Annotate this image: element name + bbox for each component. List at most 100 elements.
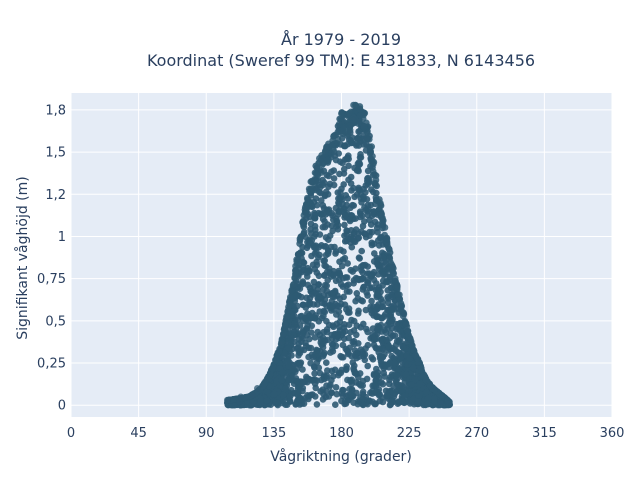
data-point: [321, 257, 329, 264]
data-point: [331, 131, 339, 139]
data-point: [324, 276, 332, 284]
data-point: [408, 381, 416, 388]
data-point: [355, 254, 363, 261]
data-point: [352, 140, 360, 147]
data-point: [296, 396, 304, 403]
data-point: [269, 365, 276, 372]
data-point: [323, 372, 331, 380]
data-point: [368, 354, 375, 361]
data-point: [389, 270, 397, 277]
data-point: [357, 151, 364, 158]
data-point: [318, 314, 326, 322]
data-point: [288, 352, 295, 359]
data-point: [415, 398, 422, 406]
data-point: [312, 312, 320, 319]
data-point: [426, 382, 434, 390]
data-point: [374, 369, 382, 376]
data-point: [354, 135, 362, 142]
data-point: [343, 201, 351, 209]
data-point: [330, 175, 338, 182]
data-point: [320, 351, 328, 358]
data-point: [362, 345, 369, 352]
data-point: [359, 275, 367, 282]
data-point: [351, 115, 359, 123]
data-point: [314, 301, 321, 308]
data-point: [328, 331, 336, 339]
data-point: [369, 188, 377, 196]
data-point: [288, 287, 296, 295]
y-axis-label: Signifikant våghöjd (m): [14, 176, 31, 339]
data-point: [312, 178, 319, 185]
data-point: [345, 281, 352, 289]
data-point: [359, 212, 366, 219]
x-tick-label: 360: [600, 426, 625, 441]
data-point: [309, 291, 316, 298]
data-point: [313, 269, 321, 277]
data-point: [348, 380, 356, 387]
data-point: [310, 278, 318, 286]
data-point: [299, 366, 306, 373]
data-point: [318, 376, 325, 384]
data-point: [299, 278, 307, 285]
data-point: [374, 322, 382, 330]
data-point: [253, 385, 261, 392]
data-point: [410, 364, 417, 372]
data-point: [324, 156, 331, 164]
data-point: [319, 181, 327, 189]
x-tick-label: 315: [532, 426, 557, 441]
data-point: [332, 156, 340, 164]
data-point: [402, 371, 410, 378]
data-point: [340, 387, 347, 394]
data-point: [368, 297, 375, 305]
data-point: [344, 260, 352, 267]
data-point: [279, 391, 287, 399]
data-point: [287, 386, 295, 394]
data-point: [278, 376, 285, 384]
data-point: [380, 369, 388, 377]
data-point: [402, 321, 410, 329]
data-point: [320, 328, 328, 336]
data-point: [407, 335, 414, 343]
data-point: [370, 276, 378, 284]
data-point: [354, 294, 362, 302]
data-point: [305, 318, 312, 325]
data-point: [350, 365, 357, 372]
data-point: [360, 262, 367, 269]
data-point: [395, 365, 403, 373]
data-point: [374, 291, 382, 299]
data-point: [343, 288, 351, 295]
data-point: [287, 398, 294, 405]
data-point: [394, 291, 402, 298]
x-tick-label: 270: [464, 426, 489, 441]
data-point: [341, 238, 349, 245]
data-point: [344, 195, 352, 202]
data-point: [374, 197, 382, 205]
data-point: [311, 364, 318, 372]
data-point: [347, 266, 355, 274]
data-point: [344, 309, 352, 316]
data-point: [399, 312, 407, 320]
data-point: [329, 373, 337, 380]
data-point: [304, 392, 311, 399]
data-point: [369, 152, 376, 160]
data-point: [260, 380, 268, 387]
data-point: [363, 375, 371, 383]
data-point: [372, 179, 379, 187]
data-point: [297, 233, 305, 241]
chart-title-line2: Koordinat (Sweref 99 TM): E 431833, N 61…: [147, 51, 535, 70]
data-point: [416, 380, 423, 388]
data-point: [371, 250, 378, 257]
data-point: [346, 109, 353, 117]
data-point: [291, 274, 299, 282]
data-point: [230, 396, 237, 403]
data-point: [306, 299, 314, 307]
data-point: [285, 363, 292, 370]
data-point: [295, 335, 303, 343]
data-point: [341, 212, 349, 219]
data-point: [437, 398, 445, 406]
data-point: [336, 258, 343, 266]
data-point: [281, 349, 288, 357]
data-point: [309, 354, 317, 361]
data-point: [271, 390, 278, 398]
chart-title-line1: År 1979 - 2019: [281, 30, 401, 49]
